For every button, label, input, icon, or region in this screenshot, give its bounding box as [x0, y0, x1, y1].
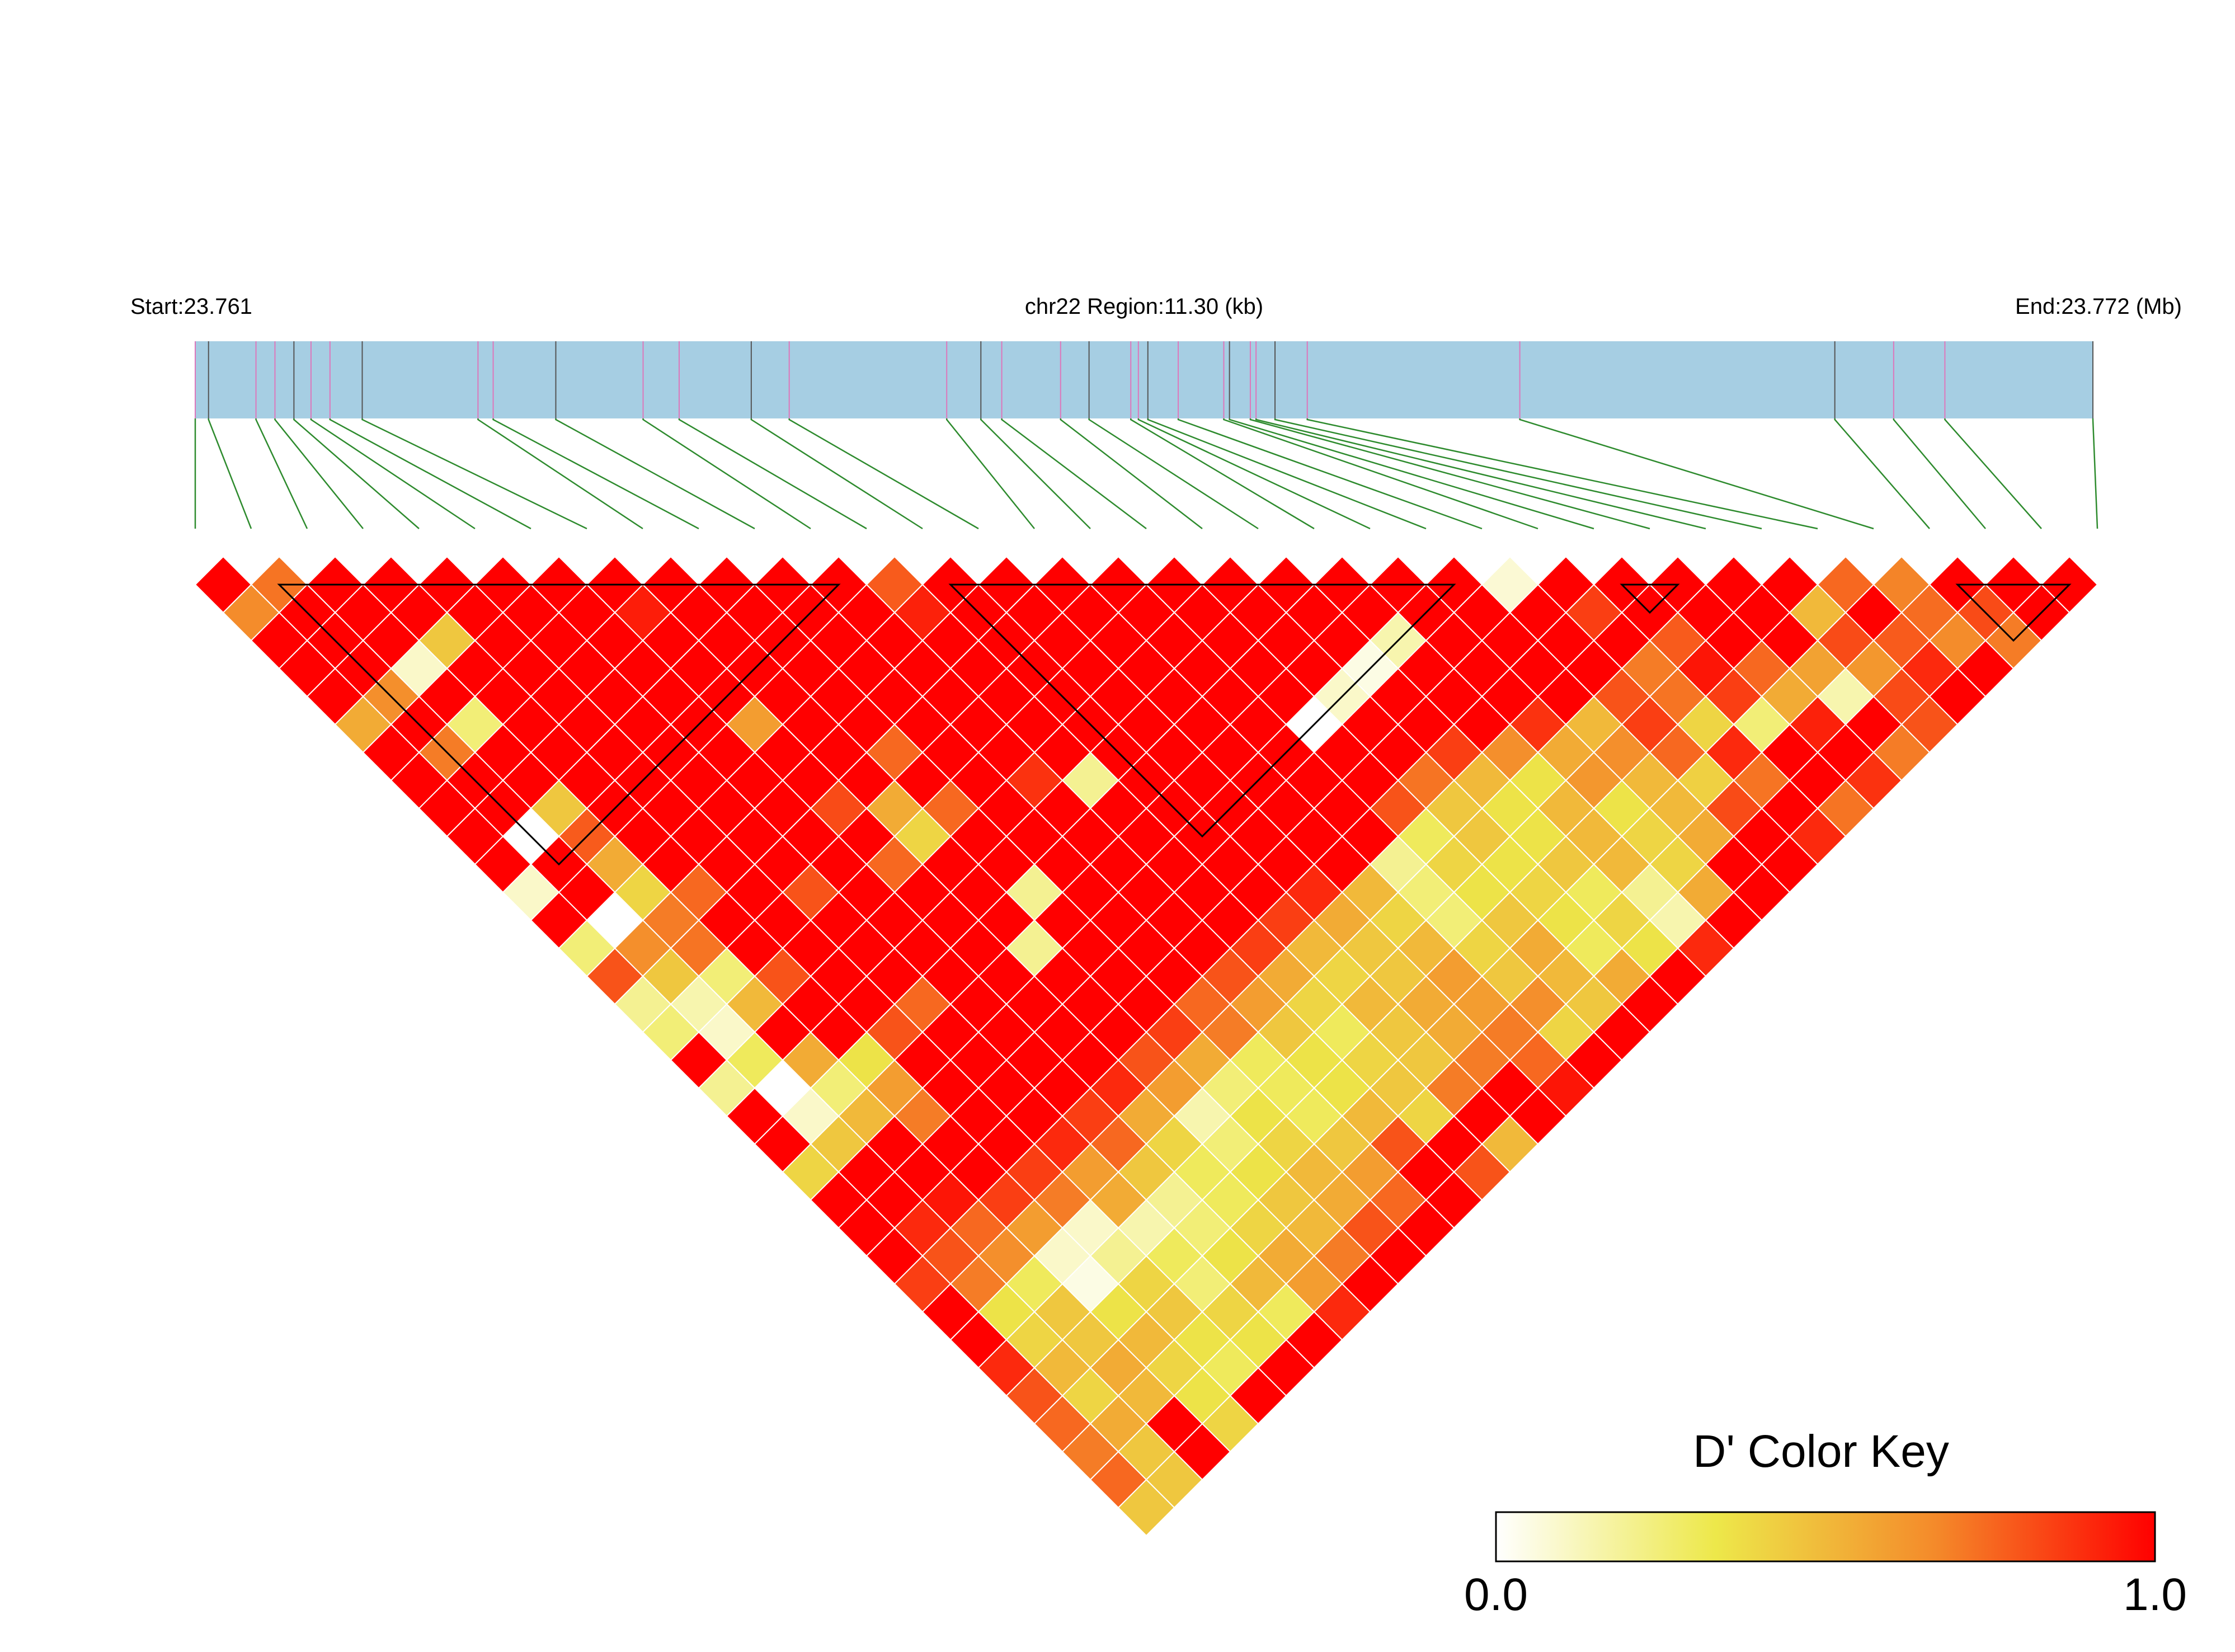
- ld-block-outline: [948, 583, 1456, 838]
- ld-block-outlines: [277, 583, 2072, 866]
- snp-connector: [1893, 418, 1986, 529]
- snp-connector: [2092, 418, 2098, 529]
- ld-cells: [194, 556, 2098, 1537]
- snp-connector: [1223, 418, 1538, 530]
- snp-connector: [1944, 418, 2042, 529]
- snp-connector: [750, 418, 923, 530]
- color-key: D' Color Key 0.0 1.0: [1464, 1426, 2187, 1620]
- snp-connector: [477, 418, 643, 530]
- snp-connector: [1088, 418, 1259, 530]
- snp-connector: [492, 418, 699, 530]
- snp-connector: [555, 418, 755, 530]
- snp-connector: [1147, 418, 1427, 530]
- start-label: Start:23.761: [130, 294, 252, 319]
- ld-block-outline: [277, 583, 841, 866]
- snp-connector-lines: [194, 418, 2098, 530]
- snp-connector: [1274, 418, 1762, 530]
- snp-connector: [208, 418, 252, 529]
- color-key-max-label: 1.0: [2123, 1569, 2187, 1620]
- color-key-bar: [1495, 1511, 2156, 1562]
- region-bar: [195, 341, 2093, 418]
- snp-connector: [255, 418, 308, 529]
- ld-block-outline: [1955, 583, 2072, 642]
- snp-connector: [1130, 418, 1315, 530]
- end-label: End:23.772 (Mb): [2015, 294, 2182, 319]
- snp-connector: [274, 418, 364, 529]
- snp-connector: [1255, 418, 1706, 530]
- ld-cell: [1117, 1479, 1175, 1537]
- snp-connector: [642, 418, 811, 530]
- snp-connector: [678, 418, 867, 530]
- ld-block-outline: [1620, 583, 1680, 614]
- region-label: chr22 Region:11.30 (kb): [1025, 294, 1263, 319]
- snp-connector: [1519, 418, 1874, 530]
- snp-connector: [329, 418, 531, 530]
- snp-connector: [293, 418, 420, 529]
- snp-connector: [1834, 418, 1930, 529]
- snp-connector: [945, 418, 1035, 529]
- snp-connector: [1001, 418, 1147, 529]
- snp-connector: [1306, 418, 1818, 530]
- snp-connector: [1177, 418, 1483, 530]
- snp-connector: [1229, 418, 1594, 530]
- snp-connector: [788, 418, 979, 530]
- color-key-min-label: 0.0: [1464, 1569, 1528, 1620]
- snp-connector: [361, 418, 587, 530]
- snp-markers: [195, 341, 2093, 418]
- snp-connector: [1249, 418, 1650, 530]
- snp-connector: [980, 418, 1091, 529]
- snp-connector: [1137, 418, 1371, 530]
- snp-connector: [310, 418, 476, 530]
- snp-connector: [1060, 418, 1203, 529]
- color-key-title: D' Color Key: [1693, 1426, 1949, 1477]
